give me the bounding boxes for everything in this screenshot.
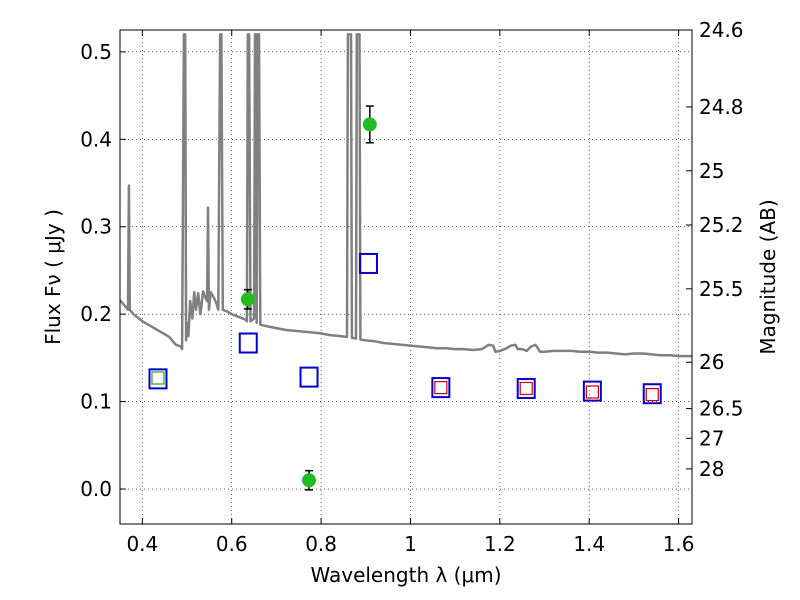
right-tick-label-5: 26 xyxy=(699,350,724,374)
synthetic-photometry xyxy=(148,252,662,405)
right-tick-label-7: 27 xyxy=(699,426,724,450)
model-box-1 xyxy=(238,332,258,354)
right-tick-label-0: 24.6 xyxy=(699,18,744,42)
model-box-5 xyxy=(516,377,536,399)
observed-photometry xyxy=(240,105,377,491)
green-box-0 xyxy=(151,371,165,385)
x-tick-labels: 0.4 0.6 0.8 1 1.2 1.4 1.6 xyxy=(126,532,694,556)
x-axis-title: Wavelength λ (μm) xyxy=(310,563,501,587)
model-box-2 xyxy=(299,366,319,388)
model-box-4 xyxy=(431,377,451,399)
right-axis-title: Magnitude (AB) xyxy=(756,199,780,354)
observed-point-0 xyxy=(240,292,255,307)
right-tick-label-3: 25.2 xyxy=(699,213,744,237)
red-box-2 xyxy=(585,385,599,399)
x-tick-label-4: 1.2 xyxy=(484,532,516,556)
x-tick-label-0: 0.4 xyxy=(126,532,158,556)
x-tick-label-2: 0.8 xyxy=(305,532,337,556)
model-box-7 xyxy=(642,383,662,405)
y-tick-label-0: 0.0 xyxy=(80,477,112,501)
y-tick-label-3: 0.3 xyxy=(80,215,112,239)
y-tick-label-4: 0.4 xyxy=(80,127,112,151)
model-spectrum-line-0 xyxy=(120,33,692,358)
plot-frame xyxy=(119,29,693,525)
x-tick-label-1: 0.6 xyxy=(216,532,248,556)
right-tick-label-1: 24.8 xyxy=(699,95,744,119)
y-tick-label-1: 0.1 xyxy=(80,390,112,414)
x-tick-label-3: 1 xyxy=(404,532,417,556)
red-box-0 xyxy=(434,381,448,395)
model-box-6 xyxy=(582,380,602,402)
red-box-1 xyxy=(519,381,533,396)
observed-point-2 xyxy=(362,117,377,132)
model-box-0 xyxy=(148,368,168,390)
y-axis-title: Flux Fν ( μJy ) xyxy=(41,209,65,345)
right-tick-label-4: 25.5 xyxy=(699,277,744,301)
right-tick-label-6: 26.5 xyxy=(699,397,744,421)
grid-lines xyxy=(120,30,692,524)
y-tick-label-2: 0.2 xyxy=(80,302,112,326)
x-tick-label-6: 1.6 xyxy=(663,532,695,556)
model-box-3 xyxy=(358,252,378,274)
right-tick-label-2: 25 xyxy=(699,159,724,183)
model-spectrum xyxy=(120,33,692,358)
y-tick-label-5: 0.5 xyxy=(80,40,112,64)
axis-ticks xyxy=(120,29,692,524)
y-tick-labels: 0.0 0.1 0.2 0.3 0.4 0.5 xyxy=(80,40,112,501)
right-tick-labels: 24.6 24.8 25 25.2 25.5 26 26.5 27 28 xyxy=(699,18,744,481)
right-tick-label-8: 28 xyxy=(699,457,724,481)
observed-point-1 xyxy=(302,473,317,488)
x-tick-label-5: 1.4 xyxy=(573,532,605,556)
red-box-3 xyxy=(645,387,659,402)
